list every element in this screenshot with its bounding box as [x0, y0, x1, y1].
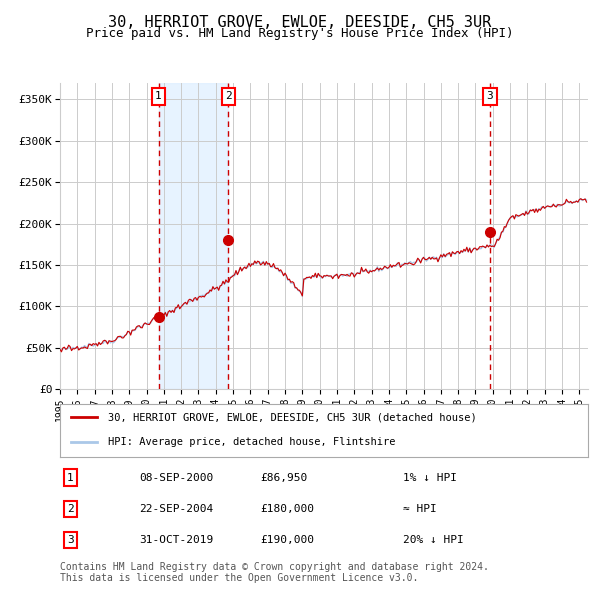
Text: 30, HERRIOT GROVE, EWLOE, DEESIDE, CH5 3UR: 30, HERRIOT GROVE, EWLOE, DEESIDE, CH5 3…	[109, 15, 491, 30]
Text: ≈ HPI: ≈ HPI	[403, 504, 437, 514]
Text: 08-SEP-2000: 08-SEP-2000	[139, 473, 214, 483]
Text: 3: 3	[67, 535, 74, 545]
Text: 1: 1	[155, 91, 162, 101]
Text: 3: 3	[487, 91, 493, 101]
Text: 31-OCT-2019: 31-OCT-2019	[139, 535, 214, 545]
Text: HPI: Average price, detached house, Flintshire: HPI: Average price, detached house, Flin…	[107, 437, 395, 447]
Text: 1% ↓ HPI: 1% ↓ HPI	[403, 473, 457, 483]
Text: £190,000: £190,000	[260, 535, 314, 545]
Text: 22-SEP-2004: 22-SEP-2004	[139, 504, 214, 514]
Text: Contains HM Land Registry data © Crown copyright and database right 2024.
This d: Contains HM Land Registry data © Crown c…	[60, 562, 489, 584]
Text: 20% ↓ HPI: 20% ↓ HPI	[403, 535, 464, 545]
Text: 1: 1	[67, 473, 74, 483]
Bar	[158, 83, 229, 389]
Text: 30, HERRIOT GROVE, EWLOE, DEESIDE, CH5 3UR (detached house): 30, HERRIOT GROVE, EWLOE, DEESIDE, CH5 3…	[107, 412, 476, 422]
Text: Price paid vs. HM Land Registry's House Price Index (HPI): Price paid vs. HM Land Registry's House …	[86, 27, 514, 40]
Text: £180,000: £180,000	[260, 504, 314, 514]
Text: £86,950: £86,950	[260, 473, 308, 483]
Text: 2: 2	[67, 504, 74, 514]
Text: 2: 2	[225, 91, 232, 101]
